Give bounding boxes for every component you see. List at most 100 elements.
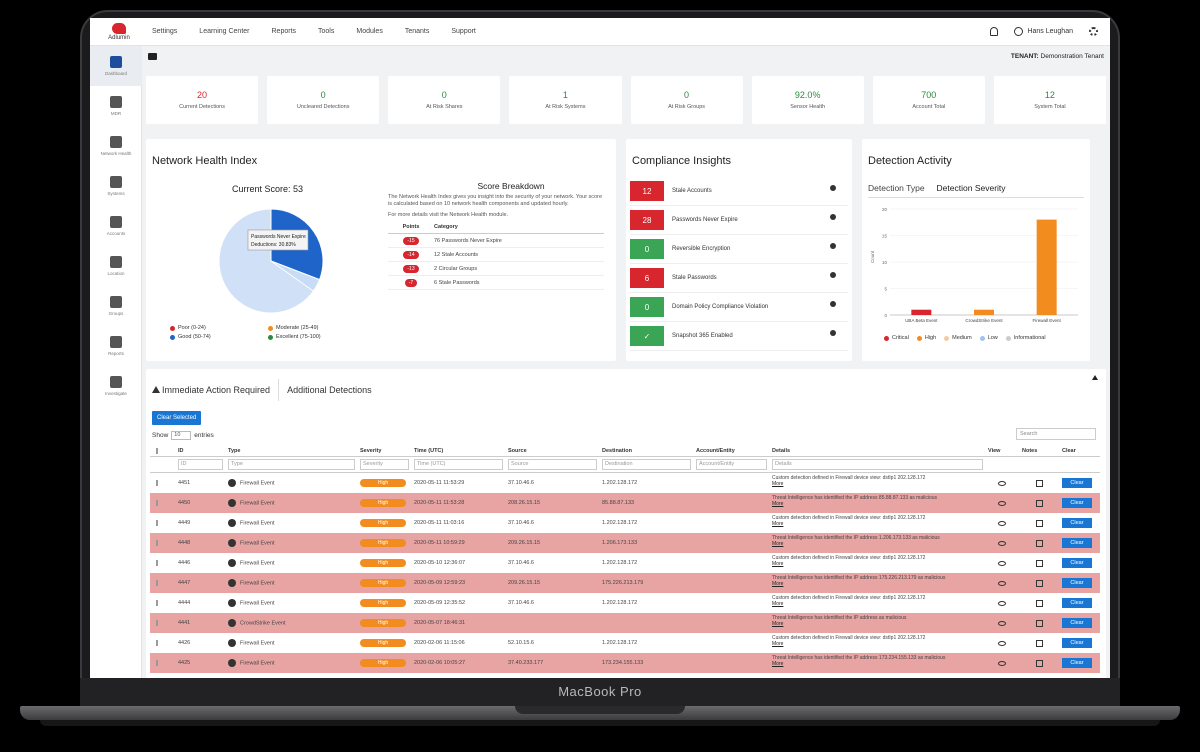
sidebar-item-network-health[interactable]: Network Health	[90, 126, 142, 166]
tab-detection-severity[interactable]: Detection Severity	[936, 183, 1006, 193]
edit-note-icon[interactable]	[1036, 479, 1043, 487]
clear-button[interactable]: Clear	[1062, 478, 1092, 488]
nav-modules[interactable]: Modules	[356, 28, 383, 35]
col-account-entity[interactable]: Account/Entity	[696, 447, 735, 454]
stat-sensor-health[interactable]: 92.0% Sensor Health	[751, 76, 864, 124]
filter-id[interactable]: ID	[178, 459, 223, 470]
app-logo[interactable]: Adlumin	[90, 18, 148, 46]
clear-button[interactable]: Clear	[1062, 638, 1092, 648]
edit-note-icon[interactable]	[1036, 619, 1043, 627]
more-link[interactable]: More	[772, 521, 784, 527]
sidebar-item-mdr[interactable]: MDR	[90, 86, 142, 126]
more-link[interactable]: More	[772, 501, 784, 507]
compliance-item-reversible-encryption[interactable]: 0 Reversible Encryption	[630, 235, 848, 264]
row-checkbox[interactable]	[156, 480, 158, 486]
table-row[interactable]: 4451 Firewall Event High 2020-05-11 11:53:2…	[150, 473, 1100, 493]
table-row[interactable]: 4449 Firewall Event High 2020-05-11 11:03:1…	[150, 513, 1100, 533]
clear-button[interactable]: Clear	[1062, 518, 1092, 528]
col-type[interactable]: Type	[228, 447, 241, 454]
tab-detection-type[interactable]: Detection Type	[868, 183, 925, 193]
sidebar-item-investigate[interactable]: Investigate	[90, 366, 142, 406]
row-checkbox[interactable]	[156, 540, 158, 546]
sidebar-item-accounts[interactable]: Accounts	[90, 206, 142, 246]
breakdown-more-link[interactable]: For more details visit the Network Healt…	[388, 212, 509, 218]
row-checkbox[interactable]	[156, 600, 158, 606]
search-input[interactable]: Search	[1016, 428, 1096, 440]
legend-high[interactable]: High	[916, 335, 936, 341]
table-row[interactable]: 4444 Firewall Event High 2020-05-09 12:35:5…	[150, 593, 1100, 613]
col-destination[interactable]: Destination	[602, 447, 632, 454]
entries-select[interactable]: 10	[171, 431, 192, 440]
filter-time-utc[interactable]: Time (UTC)	[414, 459, 503, 470]
legend-informational[interactable]: Informational	[1005, 335, 1046, 341]
edit-note-icon[interactable]	[1036, 599, 1043, 607]
eye-icon[interactable]	[998, 560, 1006, 566]
more-link[interactable]: More	[772, 561, 784, 567]
eye-icon[interactable]	[998, 600, 1006, 606]
legend-critical[interactable]: Critical	[884, 335, 909, 341]
eye-icon[interactable]	[998, 580, 1006, 586]
clear-button[interactable]: Clear	[1062, 578, 1092, 588]
sidebar-item-reports[interactable]: Reports	[90, 326, 142, 366]
legend-medium[interactable]: Medium	[944, 335, 972, 341]
compliance-item-stale-accounts[interactable]: 12 Stale Accounts	[630, 177, 848, 206]
video-icon[interactable]	[148, 52, 157, 60]
collapse-icon[interactable]	[1092, 375, 1098, 380]
row-checkbox[interactable]	[156, 520, 158, 526]
more-link[interactable]: More	[772, 621, 784, 627]
filter-type[interactable]: Type	[228, 459, 355, 470]
row-checkbox[interactable]	[156, 580, 158, 586]
sidebar-item-location[interactable]: Location	[90, 246, 142, 286]
legend-low[interactable]: Low	[979, 335, 998, 341]
compliance-item-domain-policy-compliance-violation[interactable]: 0 Domain Policy Compliance Violation	[630, 293, 848, 322]
filter-source[interactable]: Source	[508, 459, 597, 470]
edit-note-icon[interactable]	[1036, 539, 1043, 547]
edit-note-icon[interactable]	[1036, 659, 1043, 667]
tab-immediate-action[interactable]: Immediate Action Required	[152, 385, 270, 395]
eye-icon[interactable]	[998, 540, 1006, 546]
info-icon[interactable]	[830, 272, 836, 278]
stat-uncleared-detections[interactable]: 0 Uncleared Detections	[267, 76, 380, 124]
nav-reports[interactable]: Reports	[271, 28, 297, 35]
more-link[interactable]: More	[772, 601, 784, 607]
stat-at-risk-systems[interactable]: 1 At Risk Systems	[509, 76, 622, 124]
table-row[interactable]: 4441 CrowdStrike Event High 2020-05-07 18:4…	[150, 613, 1100, 633]
nav-learning-center[interactable]: Learning Center	[199, 28, 250, 35]
edit-note-icon[interactable]	[1036, 519, 1043, 527]
nav-tenants[interactable]: Tenants	[404, 28, 430, 35]
stat-current-detections[interactable]: 20 Current Detections	[146, 76, 259, 124]
eye-icon[interactable]	[998, 620, 1006, 626]
network-health-pie[interactable]: Passwords Never Expire Deductions: 30.83…	[216, 206, 326, 316]
clear-button[interactable]: Clear	[1062, 658, 1092, 668]
sidebar-item-systems[interactable]: Systems	[90, 166, 142, 206]
filter-severity[interactable]: Severity	[360, 459, 409, 470]
eye-icon[interactable]	[998, 520, 1006, 526]
clear-selected-button[interactable]: Clear Selected	[152, 411, 202, 425]
eye-icon[interactable]	[998, 640, 1006, 646]
bell-icon[interactable]	[990, 27, 999, 36]
row-checkbox[interactable]	[156, 500, 158, 506]
clear-button[interactable]: Clear	[1062, 558, 1092, 568]
col-details[interactable]: Details	[772, 447, 791, 454]
col-time-utc[interactable]: Time (UTC)	[414, 447, 444, 454]
nav-settings[interactable]: Settings	[152, 28, 178, 35]
table-row[interactable]: 4448 Firewall Event High 2020-05-11 10:59:2…	[150, 533, 1100, 553]
gear-icon[interactable]	[1089, 27, 1098, 36]
compliance-item-snapshot-365-enabled[interactable]: ✓ Snapshot 365 Enabled	[630, 322, 848, 351]
row-checkbox[interactable]	[156, 640, 158, 646]
stat-at-risk-shares[interactable]: 0 At Risk Shares	[388, 76, 501, 124]
eye-icon[interactable]	[998, 500, 1006, 506]
col-id[interactable]: ID	[178, 447, 184, 454]
more-link[interactable]: More	[772, 541, 784, 547]
clear-button[interactable]: Clear	[1062, 598, 1092, 608]
info-icon[interactable]	[830, 214, 836, 220]
more-link[interactable]: More	[772, 481, 784, 487]
stat-at-risk-groups[interactable]: 0 At Risk Groups	[630, 76, 743, 124]
select-all-checkbox[interactable]	[156, 447, 158, 454]
stat-system-total[interactable]: 12 System Total	[993, 76, 1106, 124]
table-row[interactable]: 4426 Firewall Event High 2020-02-06 11:15:0…	[150, 633, 1100, 653]
more-link[interactable]: More	[772, 641, 784, 647]
sidebar-item-dashboard[interactable]: Dashboard	[90, 46, 142, 86]
more-link[interactable]: More	[772, 661, 784, 667]
col-severity[interactable]: Severity	[360, 447, 382, 454]
